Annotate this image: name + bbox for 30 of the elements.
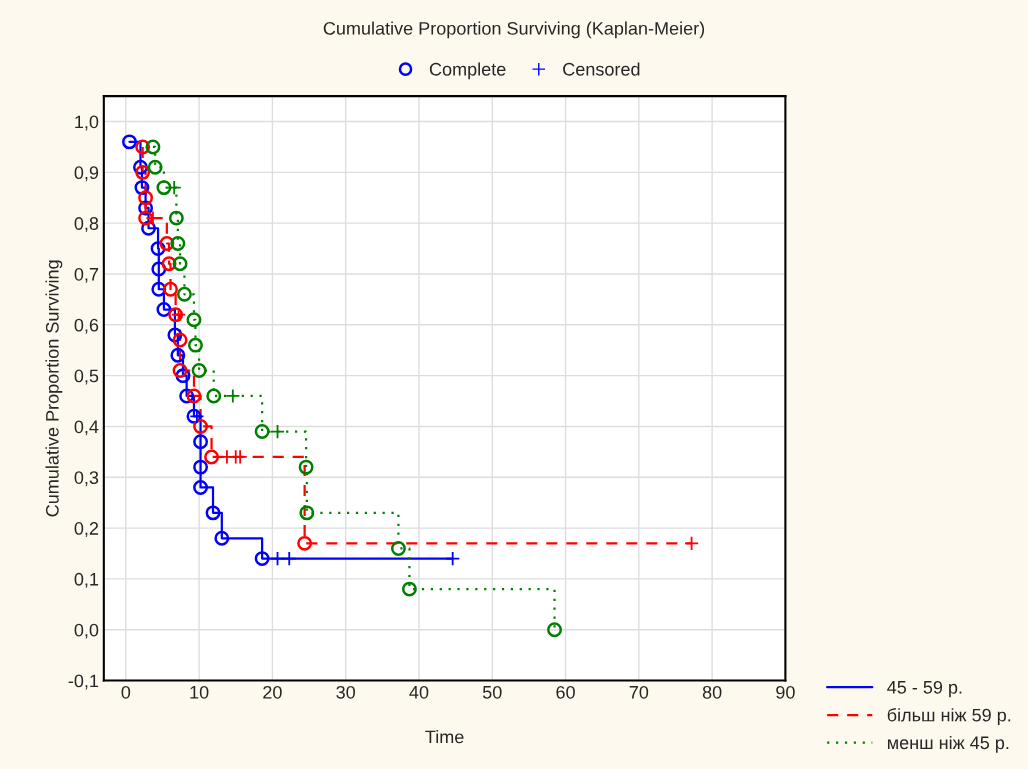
y-tick-label: 0,4 xyxy=(74,420,99,436)
x-tick-label: 60 xyxy=(556,685,575,699)
y-tick-label: 0,3 xyxy=(74,471,99,487)
y-tick-label: 0,0 xyxy=(74,623,99,639)
legend-label: 45 - 59 р. xyxy=(887,680,962,698)
x-tick-label: 20 xyxy=(263,685,282,699)
chart-title: Cumulative Proportion Surviving (Kaplan-Meier) xyxy=(323,21,705,39)
legend-label: менш ніж 45 р. xyxy=(887,735,1009,753)
x-tick-label: 10 xyxy=(190,685,209,699)
y-axis-title: Cumulative Proportion Surviving xyxy=(45,260,63,517)
legend-label: Complete xyxy=(429,62,506,80)
y-tick-label: -0,1 xyxy=(68,674,99,690)
y-tick-label: 0,2 xyxy=(74,522,99,537)
y-tick-label: 0,5 xyxy=(74,369,99,385)
x-tick-label: 50 xyxy=(482,685,502,699)
x-tick-label: 70 xyxy=(629,685,649,699)
legend-label: більш ніж 59 р. xyxy=(887,708,1011,726)
y-tick-label: 0,1 xyxy=(74,572,99,588)
x-tick-label: 0 xyxy=(121,685,131,699)
x-tick-label: 80 xyxy=(702,685,722,699)
x-tick-label: 40 xyxy=(409,685,429,699)
x-axis-title: Time xyxy=(425,730,464,744)
x-tick-label: 30 xyxy=(336,685,356,699)
legend-label: Censored xyxy=(563,62,640,76)
y-tick-label: 0,8 xyxy=(74,217,99,233)
y-tick-label: 0,6 xyxy=(74,318,99,334)
y-tick-label: 0,9 xyxy=(74,166,99,182)
y-tick-label: 0,7 xyxy=(74,267,99,283)
x-tick-label: 90 xyxy=(776,685,795,699)
y-tick-label: 1,0 xyxy=(75,115,99,131)
